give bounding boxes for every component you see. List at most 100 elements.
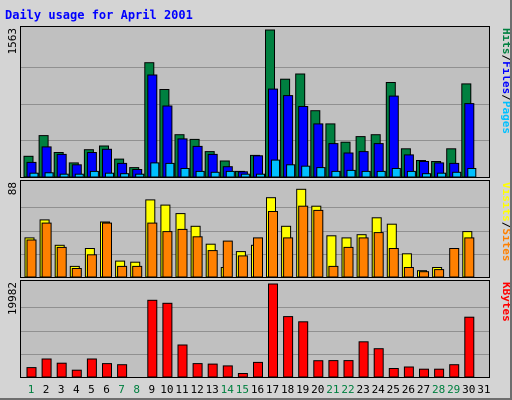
bar-pages-day-23 <box>361 170 371 178</box>
bar-sites-day-15 <box>237 255 248 278</box>
bar-pages-day-4 <box>74 173 84 178</box>
x-tick-day-8: 8 <box>133 383 140 396</box>
bar-pages-day-17 <box>271 159 280 178</box>
panel-visitors-frame <box>20 180 490 278</box>
legend-sep1: / <box>500 94 510 101</box>
x-tick-day-12: 12 <box>190 383 203 396</box>
bar-kbytes-day-2 <box>41 358 52 378</box>
x-tick-day-19: 19 <box>296 383 309 396</box>
bar-kbytes-day-15 <box>237 373 248 378</box>
legend-files: Files <box>500 61 510 94</box>
panel-visitors-legend: Visits/Sites <box>500 182 510 262</box>
x-tick-day-27: 27 <box>417 383 430 396</box>
panel-requests-frame <box>20 26 490 178</box>
legend-kbytes: KBytes <box>500 282 510 322</box>
bar-sites-day-25 <box>388 248 399 278</box>
legend-visits: Visits <box>500 182 510 222</box>
bar-sites-day-12 <box>192 236 203 278</box>
bar-sites-day-5 <box>86 254 97 278</box>
bar-kbytes-day-12 <box>192 363 203 378</box>
bar-kbytes-day-19 <box>298 321 309 378</box>
bar-kbytes-day-22 <box>343 360 354 378</box>
bar-sites-day-11 <box>177 228 188 278</box>
bar-kbytes-day-7 <box>117 364 128 378</box>
bar-kbytes-day-1 <box>26 367 37 378</box>
bar-kbytes-day-17 <box>268 283 278 378</box>
bar-sites-day-21 <box>328 265 339 278</box>
legend-pages: Pages <box>500 101 510 134</box>
legend-sites: Sites <box>500 228 510 261</box>
bar-kbytes-day-13 <box>207 363 218 378</box>
bar-kbytes-day-4 <box>71 369 82 378</box>
bar-kbytes-day-20 <box>313 360 324 378</box>
x-tick-day-24: 24 <box>372 383 386 396</box>
panel-kbytes-frame <box>20 280 490 378</box>
legend-sep1: / <box>500 222 510 229</box>
x-tick-day-30: 30 <box>462 383 475 396</box>
bar-kbytes-day-21 <box>328 360 339 378</box>
bar-files-day-30 <box>464 103 475 178</box>
bar-kbytes-day-14 <box>222 365 233 378</box>
bar-sites-day-4 <box>71 268 82 278</box>
bar-pages-day-10 <box>165 162 175 178</box>
bar-pages-day-5 <box>89 170 99 178</box>
bar-files-day-9 <box>147 74 158 178</box>
bar-kbytes-day-27 <box>419 368 429 378</box>
x-tick-day-1: 1 <box>28 383 35 396</box>
bar-pages-day-8 <box>135 173 145 178</box>
panel-requests-legend: Hits/Files/Pages <box>500 28 510 134</box>
bar-sites-day-16 <box>253 237 263 278</box>
x-tick-day-15: 15 <box>236 383 249 396</box>
x-tick-day-31: 31 <box>477 383 490 396</box>
bar-pages-day-2 <box>44 172 54 178</box>
x-tick-day-10: 10 <box>160 383 173 396</box>
x-tick-day-16: 16 <box>251 383 264 396</box>
x-tick-day-5: 5 <box>88 383 95 396</box>
bar-kbytes-day-30 <box>464 316 475 378</box>
bar-sites-day-30 <box>464 237 475 278</box>
bar-sites-day-24 <box>373 232 384 278</box>
bar-kbytes-day-16 <box>253 361 263 378</box>
bar-kbytes-day-25 <box>388 368 399 378</box>
bar-kbytes-day-10 <box>162 302 173 378</box>
bar-kbytes-day-5 <box>86 358 97 378</box>
bar-pages-day-25 <box>391 168 401 178</box>
x-tick-day-2: 2 <box>43 383 50 396</box>
bar-sites-day-6 <box>102 222 112 278</box>
panel-kbytes-ymax-label: 19982 <box>6 282 19 315</box>
bar-kbytes-day-6 <box>102 363 112 378</box>
x-tick-day-7: 7 <box>118 383 125 396</box>
bar-kbytes-day-11 <box>177 344 188 378</box>
bar-sites-day-22 <box>343 246 354 278</box>
bar-pages-day-9 <box>150 162 160 178</box>
bar-pages-day-14 <box>225 170 235 178</box>
bar-kbytes-day-26 <box>403 366 414 378</box>
bar-sites-day-23 <box>358 237 369 278</box>
bar-pages-day-15 <box>240 173 250 178</box>
panel-requests-ymax-label: 1563 <box>6 28 19 55</box>
bar-sites-day-29 <box>449 248 460 278</box>
bar-pages-day-3 <box>59 173 69 178</box>
bar-files-day-3 <box>56 153 67 178</box>
bar-pages-day-26 <box>406 170 416 178</box>
x-tick-day-23: 23 <box>356 383 369 396</box>
bar-pages-day-29 <box>452 171 462 178</box>
x-tick-day-11: 11 <box>175 383 188 396</box>
x-tick-day-17: 17 <box>266 383 279 396</box>
x-tick-day-4: 4 <box>73 383 80 396</box>
bar-pages-day-16 <box>256 173 265 178</box>
legend-sep2: / <box>500 55 510 62</box>
x-tick-day-26: 26 <box>402 383 415 396</box>
bar-pages-day-21 <box>331 170 341 178</box>
bar-pages-day-24 <box>376 170 386 178</box>
bar-pages-day-1 <box>29 172 39 178</box>
x-tick-day-28: 28 <box>432 383 445 396</box>
bar-pages-day-30 <box>467 168 477 178</box>
bar-kbytes-day-24 <box>373 348 384 378</box>
bar-kbytes-day-28 <box>434 368 445 378</box>
bar-files-day-25 <box>388 95 399 178</box>
x-tick-day-6: 6 <box>103 383 110 396</box>
bar-sites-day-7 <box>117 265 128 278</box>
bar-kbytes-day-9 <box>147 299 158 378</box>
